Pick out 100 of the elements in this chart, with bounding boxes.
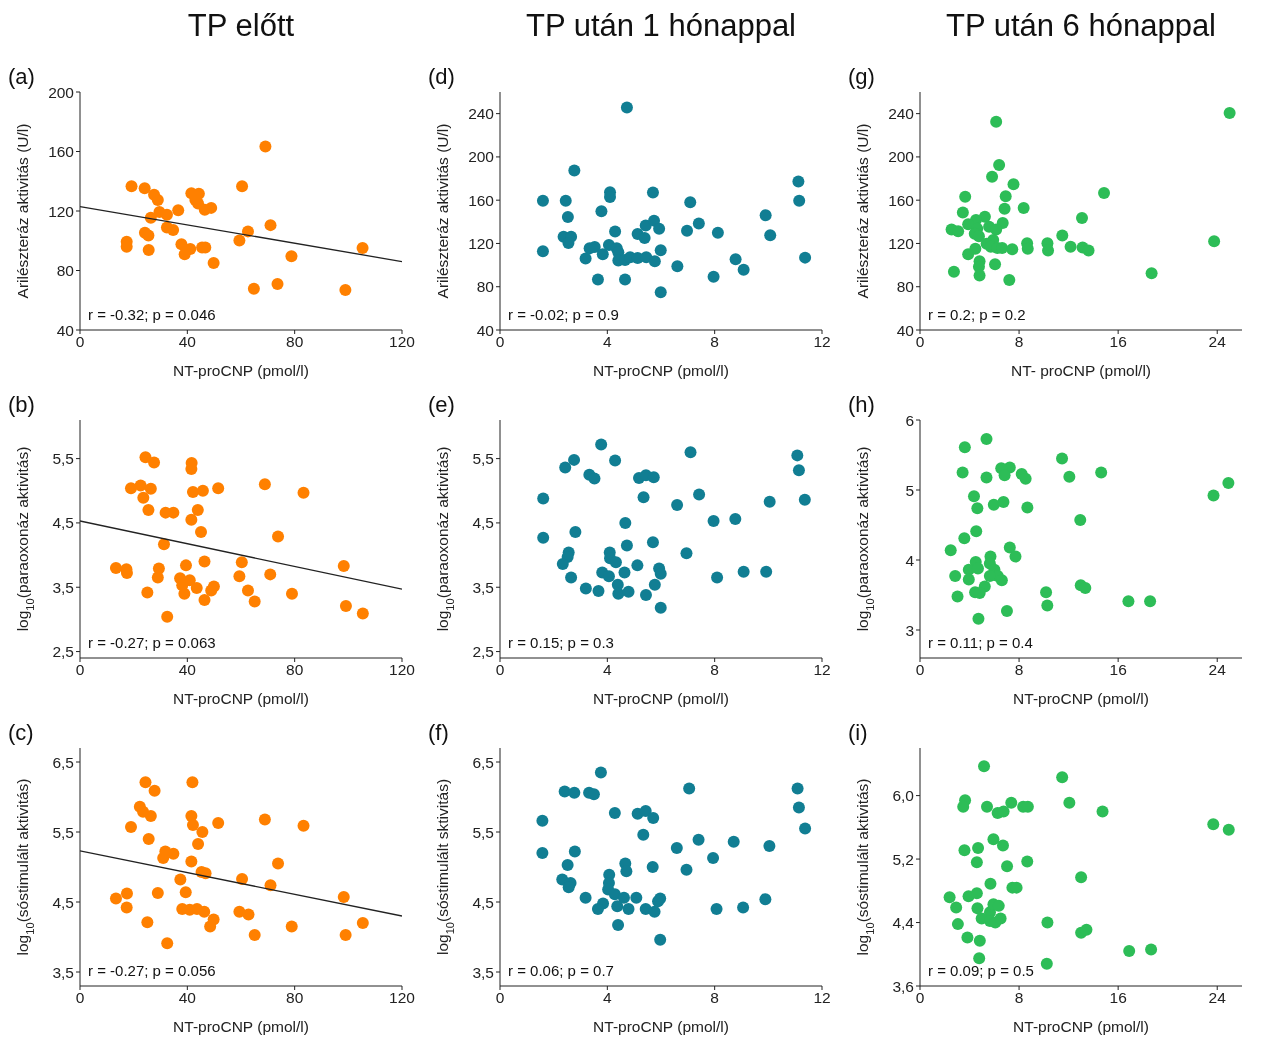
annotation: r = 0.2; p = 0.2 <box>928 306 1026 323</box>
point <box>791 449 804 462</box>
point <box>654 286 667 299</box>
point <box>654 244 667 257</box>
point <box>204 920 217 933</box>
annotation: r = 0.09; p = 0.5 <box>928 962 1034 979</box>
point <box>972 612 985 625</box>
point <box>737 565 750 578</box>
point <box>591 273 604 286</box>
point <box>759 893 772 906</box>
y-tick-label: 5,5 <box>472 823 494 841</box>
point <box>186 819 199 831</box>
x-tick-label: 0 <box>915 333 925 351</box>
point <box>142 833 155 845</box>
point <box>619 516 632 529</box>
point <box>996 839 1009 852</box>
point <box>987 833 1000 846</box>
point <box>235 556 248 569</box>
x-tick-label: 4 <box>603 333 613 351</box>
point <box>639 805 652 817</box>
point <box>671 260 684 273</box>
chart-title: TP után 1 hónappal <box>525 8 797 43</box>
point <box>989 258 1002 271</box>
point <box>764 229 777 242</box>
point <box>1005 796 1018 809</box>
point <box>970 525 983 538</box>
point <box>670 842 683 855</box>
point <box>622 585 635 598</box>
point <box>1017 202 1030 215</box>
point <box>1003 541 1016 554</box>
x-tick-label: 4 <box>603 661 613 679</box>
point <box>285 587 298 600</box>
y-tick-label: 2,5 <box>472 643 494 661</box>
point <box>994 912 1007 925</box>
point <box>264 219 277 232</box>
point <box>120 901 133 914</box>
point <box>1208 235 1221 248</box>
point <box>142 229 155 242</box>
point <box>125 180 138 193</box>
point <box>536 814 549 827</box>
y-tick-label: 3,5 <box>52 578 74 596</box>
y-axis-title: Arilészteráz aktivitás (U/l) <box>434 123 451 299</box>
point <box>978 760 991 773</box>
point <box>356 607 369 620</box>
point <box>647 471 660 484</box>
point <box>297 819 310 832</box>
point <box>138 182 151 195</box>
point <box>973 934 986 947</box>
point <box>693 488 706 501</box>
x-axis-title: NT-proCNP (pmol/l) <box>173 690 309 707</box>
point <box>612 919 625 932</box>
point <box>1123 945 1136 958</box>
x-tick-label: 120 <box>389 661 416 679</box>
point <box>272 857 285 870</box>
point <box>185 855 198 868</box>
y-tick-label: 5,5 <box>52 823 74 841</box>
point <box>337 891 350 904</box>
point <box>151 571 164 584</box>
y-tick-label: 4,4 <box>892 914 915 932</box>
point <box>711 226 724 239</box>
point <box>184 242 197 255</box>
point <box>1040 957 1053 970</box>
point <box>958 844 971 857</box>
x-tick-label: 120 <box>389 333 416 351</box>
point <box>793 194 806 207</box>
point <box>1009 550 1022 563</box>
point <box>970 856 983 869</box>
point <box>233 234 246 247</box>
point <box>653 222 666 235</box>
point <box>141 916 154 929</box>
y-tick-label: 6 <box>905 411 914 429</box>
x-tick-label: 80 <box>286 661 304 679</box>
y-tick-label: 5,5 <box>472 450 494 468</box>
text: (g) <box>848 64 875 89</box>
point <box>620 865 633 878</box>
point <box>120 887 133 900</box>
y-tick-label: 120 <box>468 234 495 252</box>
y-tick-label: 3,6 <box>892 977 914 995</box>
point <box>609 556 622 569</box>
point <box>637 491 650 504</box>
y-tick-label: 6,5 <box>52 753 74 771</box>
point <box>124 821 137 834</box>
y-tick-label: 4,5 <box>472 514 494 532</box>
point <box>142 243 155 256</box>
x-tick-label: 24 <box>1208 333 1227 351</box>
point <box>1074 514 1087 527</box>
x-tick-label: 80 <box>286 333 304 351</box>
point <box>142 504 155 517</box>
x-tick-label: 0 <box>915 989 925 1007</box>
point <box>956 206 969 219</box>
point <box>692 217 705 230</box>
x-tick-label: 0 <box>915 661 925 679</box>
point <box>609 225 622 238</box>
point <box>951 590 964 603</box>
y-tick-label: 5,5 <box>52 450 74 468</box>
point <box>595 438 608 451</box>
point <box>186 776 199 789</box>
point <box>1075 871 1088 884</box>
point <box>986 170 999 183</box>
text: (a) <box>8 64 35 89</box>
